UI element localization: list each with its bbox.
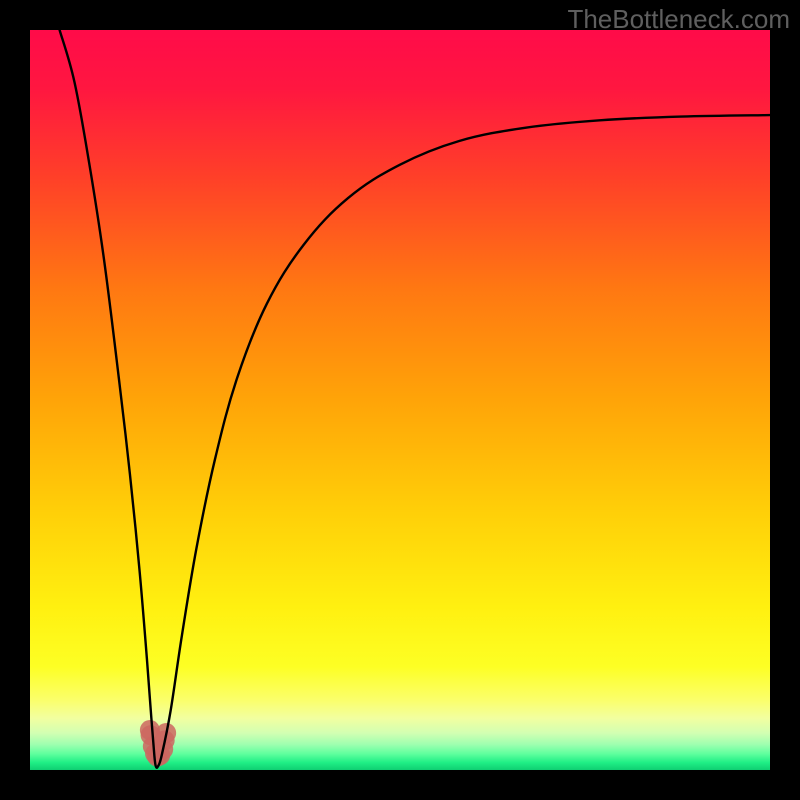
watermark-text: TheBottleneck.com [567, 4, 790, 35]
gradient-background [30, 30, 770, 770]
plot-area [30, 30, 770, 770]
bottleneck-chart [0, 0, 800, 800]
